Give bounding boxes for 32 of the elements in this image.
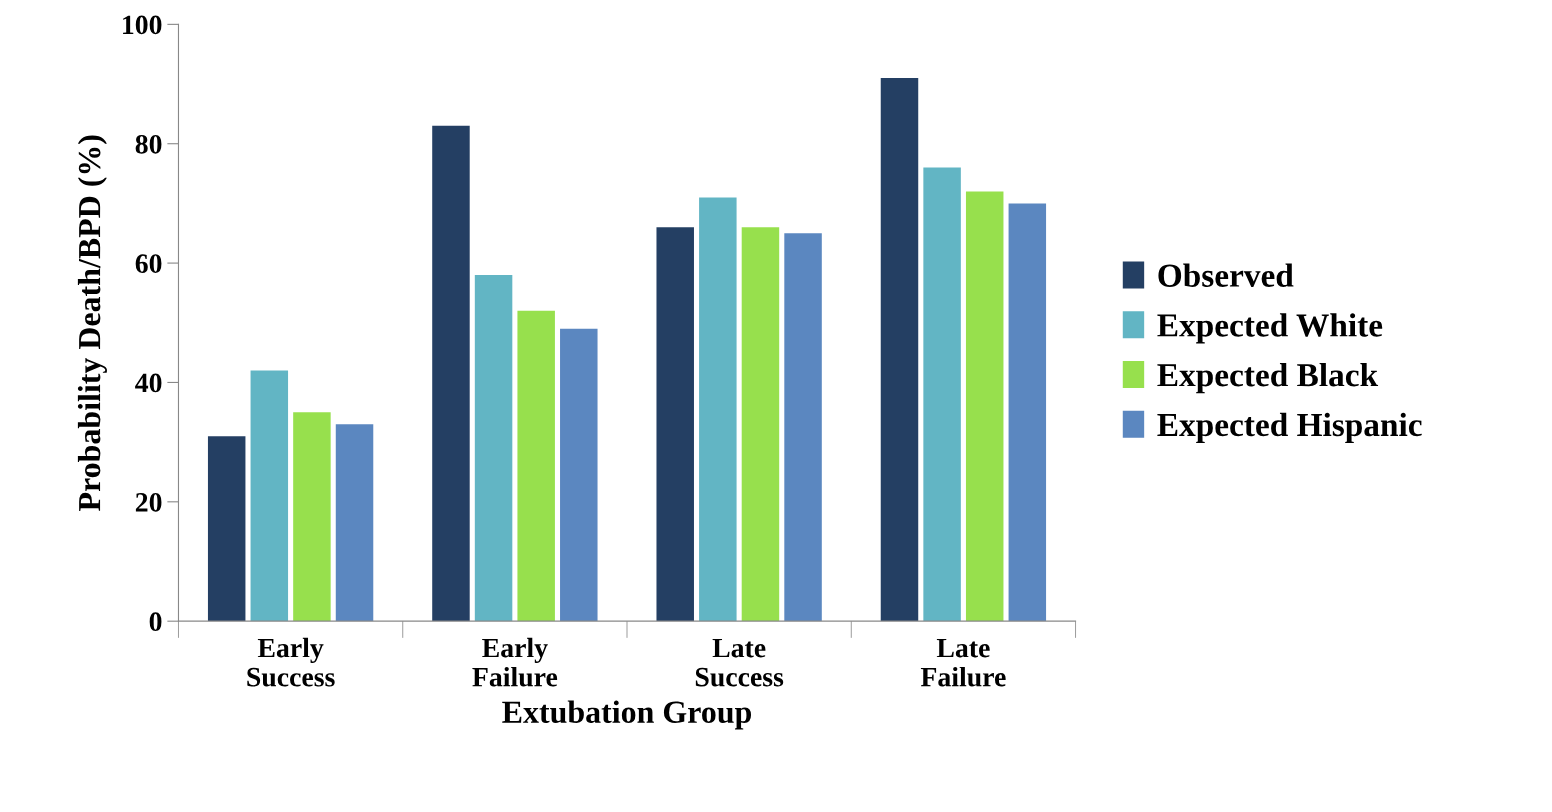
legend-label: Expected Hispanic <box>1157 412 1422 443</box>
legend-label: Expected Black <box>1157 362 1379 394</box>
bar <box>474 275 513 622</box>
x-tick-label: Early Success <box>247 637 335 687</box>
bar <box>923 167 961 622</box>
bar <box>293 412 331 622</box>
y-axis-title: Probability Death/BPD (%) <box>77 135 107 511</box>
bar <box>250 370 289 622</box>
legend-label: Observed <box>1158 263 1294 287</box>
x-axis-title: Extubation Group <box>502 700 752 730</box>
bar <box>560 328 598 622</box>
y-tick-label: 40 <box>135 373 162 393</box>
x-tick-label: Late Failure <box>920 638 1006 687</box>
y-tick-label: 100 <box>123 15 162 35</box>
y-tick-label: 60 <box>135 254 162 273</box>
y-tick-label: 80 <box>135 134 162 154</box>
bar <box>1008 203 1047 622</box>
bar <box>517 310 555 622</box>
bar <box>335 424 374 622</box>
x-tick-label: Late Success <box>695 638 784 687</box>
bar <box>699 197 737 622</box>
bar <box>207 436 246 622</box>
y-tick-label: 0 <box>149 612 162 632</box>
bar <box>741 227 780 622</box>
legend-label: Expected White <box>1157 313 1383 344</box>
y-tick-label: 20 <box>135 492 162 512</box>
bar <box>656 227 694 622</box>
x-tick-label: Early Failure <box>472 637 558 687</box>
bar <box>784 233 822 622</box>
bar <box>880 78 919 622</box>
bar <box>432 125 470 622</box>
bar <box>965 191 1004 622</box>
